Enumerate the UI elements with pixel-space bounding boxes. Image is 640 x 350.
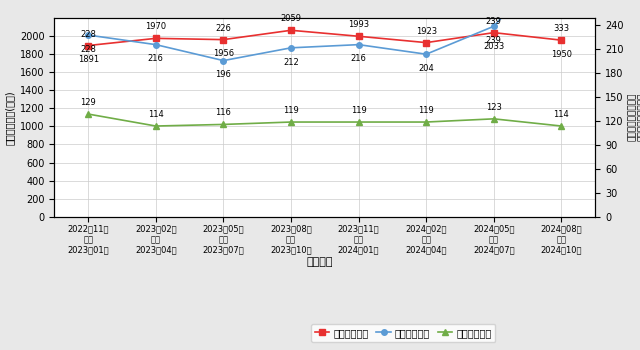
Text: 1891: 1891 [77, 55, 99, 64]
Text: 216: 216 [351, 54, 367, 63]
平均建物面積 [220, 122, 227, 127]
Text: 333: 333 [0, 349, 1, 350]
平均土地面積 [220, 58, 227, 63]
Text: 226: 226 [216, 24, 231, 33]
平均土地面積 [422, 52, 430, 56]
Text: 119: 119 [283, 106, 299, 115]
Text: 212: 212 [283, 57, 299, 66]
平均土地面積 [287, 46, 295, 50]
平均成約価格 [152, 36, 159, 41]
平均土地面積 [152, 43, 159, 47]
平均成約価格 [557, 38, 565, 42]
Text: 239: 239 [486, 17, 502, 26]
平均建物面積 [152, 124, 159, 128]
Text: 123: 123 [486, 103, 502, 112]
平均成約価格 [355, 34, 362, 38]
平均土地面積 [355, 43, 362, 47]
平均土地面積 [490, 24, 498, 28]
Legend: 平均成約価格, 平均土地面積, 平均建物面積: 平均成約価格, 平均土地面積, 平均建物面積 [311, 324, 495, 342]
Text: 成約年月: 成約年月 [307, 258, 333, 267]
平均成約価格 [220, 37, 227, 42]
平均建物面積 [287, 120, 295, 124]
Text: 1970: 1970 [145, 22, 166, 32]
平均成約価格 [490, 30, 498, 35]
Text: 1956: 1956 [213, 49, 234, 58]
Text: 216: 216 [148, 54, 164, 63]
平均建物面積 [84, 112, 92, 116]
平均建物面積 [490, 117, 498, 121]
Y-axis label: 平均成約価格(万円): 平均成約価格(万円) [4, 90, 15, 145]
Text: 129: 129 [81, 98, 96, 107]
Line: 平均成約価格: 平均成約価格 [85, 28, 564, 48]
Text: 333: 333 [554, 24, 570, 33]
Text: 239: 239 [486, 36, 502, 45]
平均建物面積 [422, 120, 430, 124]
Text: 228: 228 [80, 45, 96, 54]
Text: 114: 114 [148, 110, 164, 119]
Line: 平均土地面積: 平均土地面積 [85, 0, 564, 63]
Y-axis label: 平均土地面積（㎡）
平均建物面積（㎡）: 平均土地面積（㎡） 平均建物面積（㎡） [628, 93, 640, 141]
Text: 2059: 2059 [280, 14, 301, 23]
Text: 116: 116 [216, 108, 231, 118]
平均建物面積 [557, 124, 565, 128]
Text: 196: 196 [216, 70, 231, 79]
平均土地面積 [84, 33, 92, 37]
Text: 204: 204 [419, 64, 434, 73]
Text: 228: 228 [80, 30, 96, 38]
Line: 平均建物面積: 平均建物面積 [85, 111, 564, 129]
Text: 119: 119 [419, 106, 434, 115]
平均建物面積 [355, 120, 362, 124]
Text: 1950: 1950 [551, 50, 572, 59]
Text: 2033: 2033 [483, 42, 504, 51]
平均成約価格 [422, 41, 430, 45]
Text: 1993: 1993 [348, 20, 369, 29]
Text: 119: 119 [351, 106, 367, 115]
平均成約価格 [84, 43, 92, 48]
Text: 1923: 1923 [415, 27, 436, 36]
Text: 114: 114 [554, 110, 569, 119]
平均成約価格 [287, 28, 295, 33]
